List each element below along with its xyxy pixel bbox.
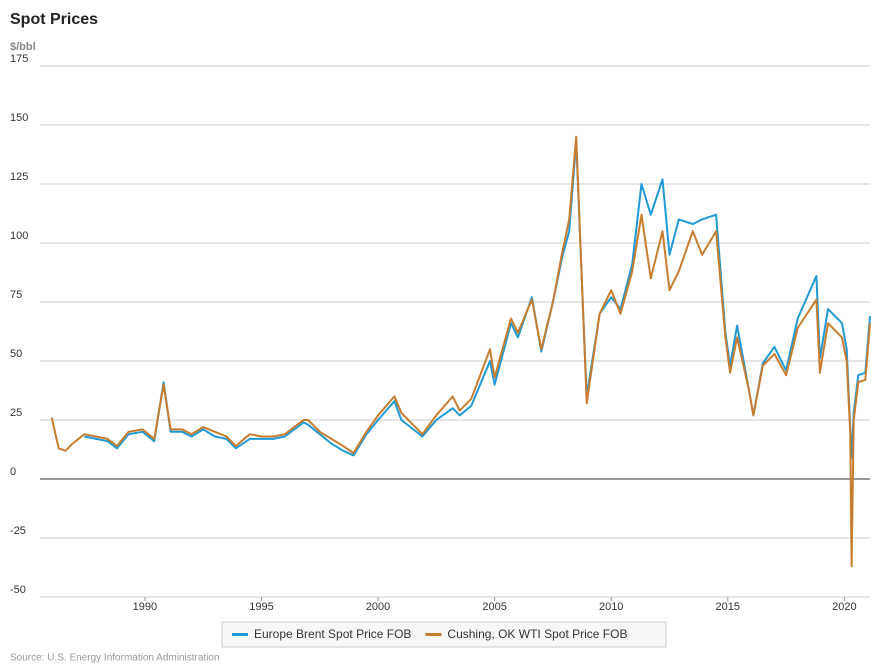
y-tick-label: 175 bbox=[10, 53, 28, 65]
y-tick-label: 0 bbox=[10, 466, 16, 478]
x-tick-label: 2010 bbox=[599, 601, 623, 613]
y-tick-label: 100 bbox=[10, 230, 28, 242]
chart-title: Spot Prices bbox=[10, 11, 98, 28]
y-tick-label: 75 bbox=[10, 289, 22, 301]
y-tick-label: 25 bbox=[10, 407, 22, 419]
x-tick-label: 1990 bbox=[133, 601, 157, 613]
legend: Europe Brent Spot Price FOB Cushing, OK W… bbox=[221, 621, 667, 648]
y-tick-label: 125 bbox=[10, 171, 28, 183]
y-tick-label: 150 bbox=[10, 112, 28, 124]
x-tick-label: 2005 bbox=[482, 601, 506, 613]
x-tick-label: 2015 bbox=[716, 601, 740, 613]
x-tick-label: 1995 bbox=[249, 601, 273, 613]
legend-label: Europe Brent Spot Price FOB bbox=[254, 627, 411, 641]
data-line bbox=[50, 135, 871, 568]
source: Source: U.S. Energy Information Administ… bbox=[10, 653, 220, 664]
legend-box bbox=[221, 621, 667, 648]
legend-label: Cushing, OK WTI Spot Price FOB bbox=[447, 627, 627, 641]
y-axis-label: $/bbl bbox=[10, 41, 36, 53]
y-tick-label: 50 bbox=[10, 348, 22, 360]
x-tick-label: 2020 bbox=[832, 601, 856, 613]
x-tick-label: 2000 bbox=[366, 601, 390, 613]
y-tick-label: -50 bbox=[10, 584, 26, 596]
y-tick-label: -25 bbox=[10, 525, 26, 537]
